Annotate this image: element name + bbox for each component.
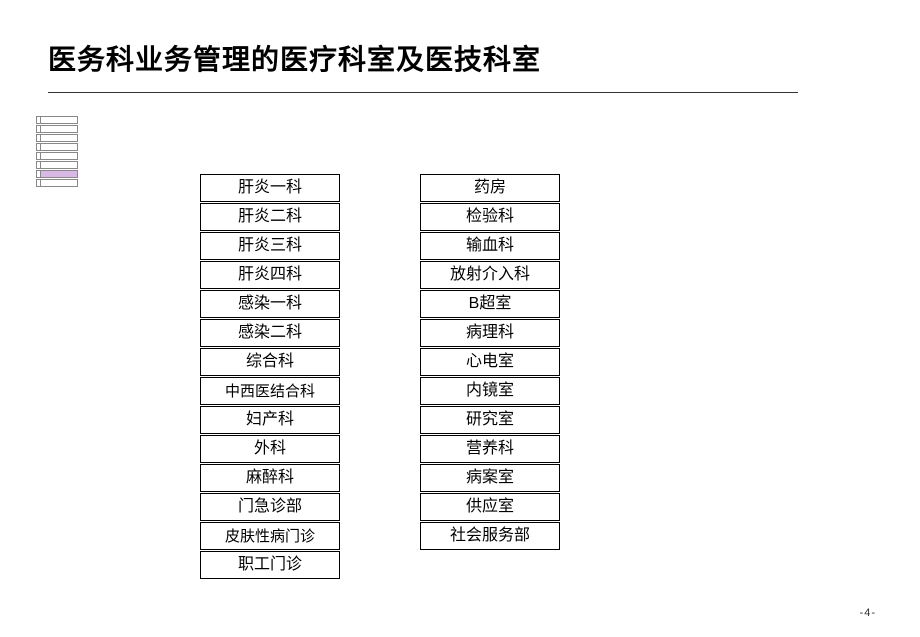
- dept-box: 营养科: [420, 435, 560, 463]
- dept-box: 综合科: [200, 348, 340, 376]
- dept-box: 外科: [200, 435, 340, 463]
- dept-box: 肝炎三科: [200, 232, 340, 260]
- dept-box: 妇产科: [200, 406, 340, 434]
- thumb-row: [36, 179, 78, 187]
- dept-box: 病案室: [420, 464, 560, 492]
- dept-box: 麻醉科: [200, 464, 340, 492]
- clinical-departments-column: 肝炎一科 肝炎二科 肝炎三科 肝炎四科 感染一科 感染二科 综合科 中西医结合科…: [200, 174, 340, 580]
- page-title: 医务科业务管理的医疗科室及医技科室: [48, 38, 920, 78]
- dept-box: 社会服务部: [420, 522, 560, 550]
- title-underline: [48, 92, 798, 93]
- dept-box: B超室: [420, 290, 560, 318]
- dept-box: 感染一科: [200, 290, 340, 318]
- dept-box: 研究室: [420, 406, 560, 434]
- department-columns: 肝炎一科 肝炎二科 肝炎三科 肝炎四科 感染一科 感染二科 综合科 中西医结合科…: [200, 174, 560, 580]
- dept-box: 内镜室: [420, 377, 560, 405]
- dept-box: 职工门诊: [200, 551, 340, 579]
- thumb-row: [36, 134, 78, 142]
- thumb-row-highlight: [36, 170, 78, 178]
- dept-box: 心电室: [420, 348, 560, 376]
- dept-box: 中西医结合科: [200, 377, 340, 405]
- thumb-row: [36, 143, 78, 151]
- thumbnail-panel: [36, 116, 78, 188]
- page-number: -4-: [860, 607, 876, 619]
- thumb-row: [36, 125, 78, 133]
- thumb-row: [36, 116, 78, 124]
- dept-box: 肝炎四科: [200, 261, 340, 289]
- dept-box: 药房: [420, 174, 560, 202]
- dept-box: 输血科: [420, 232, 560, 260]
- dept-box: 检验科: [420, 203, 560, 231]
- title-area: 医务科业务管理的医疗科室及医技科室: [0, 0, 920, 93]
- dept-box: 供应室: [420, 493, 560, 521]
- dept-box: 皮肤性病门诊: [200, 522, 340, 550]
- dept-box: 肝炎一科: [200, 174, 340, 202]
- dept-box: 病理科: [420, 319, 560, 347]
- dept-box: 门急诊部: [200, 493, 340, 521]
- thumb-row: [36, 161, 78, 169]
- dept-box: 放射介入科: [420, 261, 560, 289]
- dept-box: 感染二科: [200, 319, 340, 347]
- technical-departments-column: 药房 检验科 输血科 放射介入科 B超室 病理科 心电室 内镜室 研究室 营养科…: [420, 174, 560, 580]
- thumb-row: [36, 152, 78, 160]
- dept-box: 肝炎二科: [200, 203, 340, 231]
